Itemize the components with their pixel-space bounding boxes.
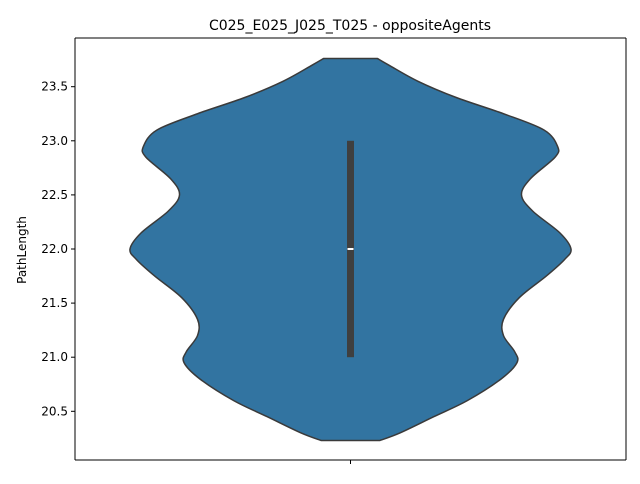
y-tick-label-1: 21.0 xyxy=(41,350,68,364)
y-tick-label-5: 23.0 xyxy=(41,134,68,148)
median-marker-0 xyxy=(347,248,354,250)
chart-title: C025_E025_J025_T025 - oppositeAgents xyxy=(209,18,491,34)
y-tick-label-4: 22.5 xyxy=(41,188,68,202)
y-tick-label-3: 22.0 xyxy=(41,242,68,256)
y-tick-label-0: 20.5 xyxy=(41,404,68,418)
y-tick-label-2: 21.5 xyxy=(41,296,68,310)
y-tick-label-6: 23.5 xyxy=(41,80,68,94)
y-axis-label: PathLength xyxy=(15,216,29,284)
